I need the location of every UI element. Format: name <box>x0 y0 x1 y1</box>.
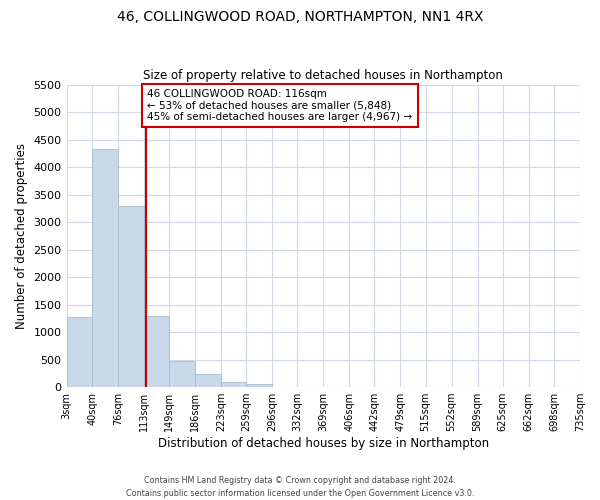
X-axis label: Distribution of detached houses by size in Northampton: Distribution of detached houses by size … <box>158 437 489 450</box>
Bar <box>221 382 246 387</box>
Bar <box>144 316 169 387</box>
Text: Contains HM Land Registry data © Crown copyright and database right 2024.
Contai: Contains HM Land Registry data © Crown c… <box>126 476 474 498</box>
Text: 46, COLLINGWOOD ROAD, NORTHAMPTON, NN1 4RX: 46, COLLINGWOOD ROAD, NORTHAMPTON, NN1 4… <box>117 10 483 24</box>
Bar <box>169 360 195 387</box>
Bar <box>246 384 272 387</box>
Text: 46 COLLINGWOOD ROAD: 116sqm
← 53% of detached houses are smaller (5,848)
45% of : 46 COLLINGWOOD ROAD: 116sqm ← 53% of det… <box>147 89 412 122</box>
Title: Size of property relative to detached houses in Northampton: Size of property relative to detached ho… <box>143 69 503 82</box>
Y-axis label: Number of detached properties: Number of detached properties <box>15 143 28 329</box>
Bar <box>67 317 92 387</box>
Bar <box>92 149 118 387</box>
Bar <box>118 206 144 387</box>
Bar <box>195 374 221 387</box>
